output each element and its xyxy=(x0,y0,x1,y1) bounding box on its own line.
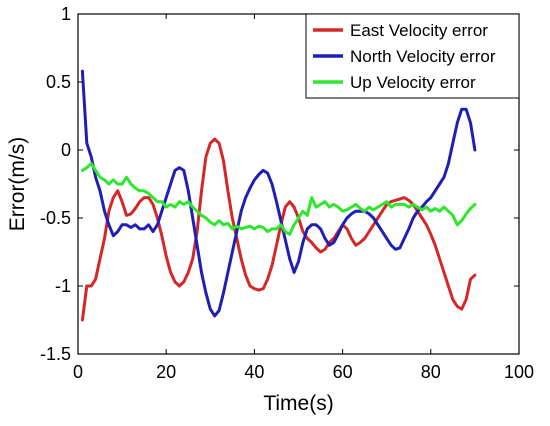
series-line-north xyxy=(80,69,477,318)
ticks-layer: 0 20 40 60 80 100 -1.5 -1 -0.5 0 0.5 1 xyxy=(40,4,534,382)
y-tick-label: -1.5 xyxy=(40,344,71,364)
plot-frame xyxy=(77,13,520,355)
y-tick-label: -0.5 xyxy=(40,208,71,228)
x-tick-label: 80 xyxy=(421,362,441,382)
y-tick-label: 0.5 xyxy=(46,72,71,92)
x-tick-label: 100 xyxy=(504,362,534,382)
legend-label-north: North Velocity error xyxy=(350,47,496,66)
series-line-up xyxy=(80,162,477,236)
y-tick-label: -1 xyxy=(55,276,71,296)
x-tick-label: 20 xyxy=(156,362,176,382)
legend: East Velocity error North Velocity error… xyxy=(305,13,520,99)
y-axis-label: Error(m/s) xyxy=(6,137,29,231)
x-tick-label: 0 xyxy=(73,362,83,382)
y-tick-label: 0 xyxy=(61,140,71,160)
series-layer xyxy=(80,69,477,322)
legend-label-east: East Velocity error xyxy=(350,21,488,40)
series-line-east xyxy=(80,137,477,322)
x-tick-label: 60 xyxy=(333,362,353,382)
x-tick-label: 40 xyxy=(244,362,264,382)
y-tick-label: 1 xyxy=(61,4,71,24)
legend-label-up: Up Velocity error xyxy=(350,73,476,92)
x-axis-label: Time(s) xyxy=(263,392,333,415)
